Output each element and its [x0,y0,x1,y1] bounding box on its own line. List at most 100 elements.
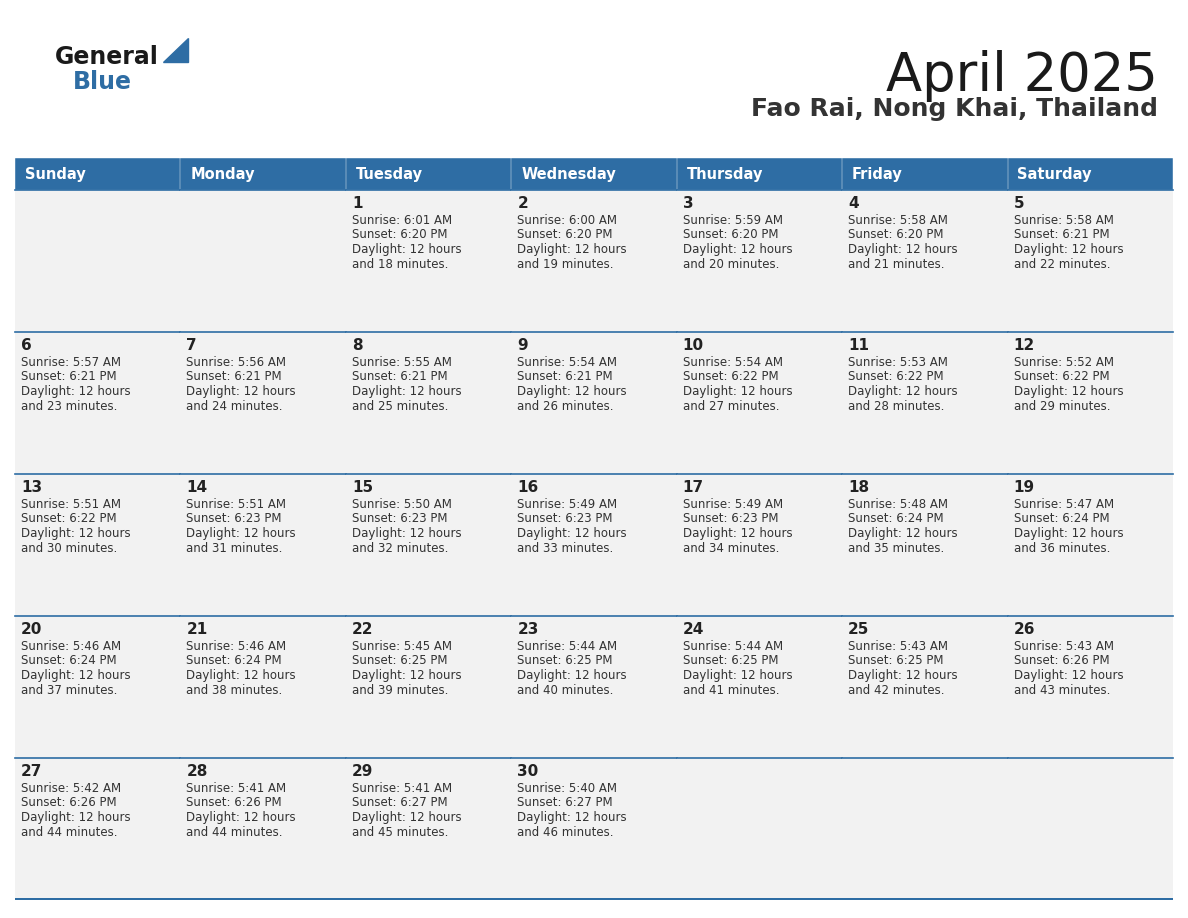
Text: Sunrise: 5:54 AM: Sunrise: 5:54 AM [683,356,783,369]
Text: 12: 12 [1013,338,1035,353]
Text: Sunrise: 5:59 AM: Sunrise: 5:59 AM [683,214,783,227]
Text: and 18 minutes.: and 18 minutes. [352,258,448,271]
Text: 27: 27 [21,764,43,779]
Text: 28: 28 [187,764,208,779]
Text: Daylight: 12 hours: Daylight: 12 hours [21,669,131,682]
Text: Sunset: 6:27 PM: Sunset: 6:27 PM [352,797,448,810]
Text: Daylight: 12 hours: Daylight: 12 hours [848,527,958,540]
Text: Sunset: 6:24 PM: Sunset: 6:24 PM [187,655,282,667]
Text: 3: 3 [683,196,694,211]
Text: Sunrise: 5:55 AM: Sunrise: 5:55 AM [352,356,451,369]
Text: Sunrise: 5:42 AM: Sunrise: 5:42 AM [21,782,121,795]
Text: 9: 9 [517,338,527,353]
Text: Sunrise: 5:46 AM: Sunrise: 5:46 AM [187,640,286,653]
Text: and 44 minutes.: and 44 minutes. [21,825,118,838]
Text: Daylight: 12 hours: Daylight: 12 hours [848,385,958,398]
Text: Sunset: 6:23 PM: Sunset: 6:23 PM [187,512,282,525]
Text: 19: 19 [1013,480,1035,495]
Text: and 25 minutes.: and 25 minutes. [352,399,448,412]
Text: and 26 minutes.: and 26 minutes. [517,399,614,412]
Text: Sunrise: 5:51 AM: Sunrise: 5:51 AM [187,498,286,511]
Text: Sunrise: 5:53 AM: Sunrise: 5:53 AM [848,356,948,369]
Text: and 24 minutes.: and 24 minutes. [187,399,283,412]
Text: Sunset: 6:26 PM: Sunset: 6:26 PM [21,797,116,810]
Text: and 23 minutes.: and 23 minutes. [21,399,118,412]
Text: Sunset: 6:25 PM: Sunset: 6:25 PM [352,655,448,667]
Text: Sunset: 6:24 PM: Sunset: 6:24 PM [848,512,943,525]
Text: Sunset: 6:23 PM: Sunset: 6:23 PM [352,512,448,525]
Text: 24: 24 [683,622,704,637]
Text: Sunrise: 6:00 AM: Sunrise: 6:00 AM [517,214,618,227]
Text: Sunrise: 5:58 AM: Sunrise: 5:58 AM [1013,214,1113,227]
Text: Blue: Blue [72,70,132,94]
Text: Sunrise: 5:52 AM: Sunrise: 5:52 AM [1013,356,1113,369]
Text: Sunset: 6:26 PM: Sunset: 6:26 PM [1013,655,1110,667]
Text: Sunrise: 5:49 AM: Sunrise: 5:49 AM [517,498,618,511]
Text: Sunrise: 6:01 AM: Sunrise: 6:01 AM [352,214,451,227]
Text: Thursday: Thursday [687,166,763,182]
Text: and 20 minutes.: and 20 minutes. [683,258,779,271]
Text: Sunrise: 5:43 AM: Sunrise: 5:43 AM [1013,640,1113,653]
Text: Sunrise: 5:44 AM: Sunrise: 5:44 AM [517,640,618,653]
Text: 21: 21 [187,622,208,637]
Text: Daylight: 12 hours: Daylight: 12 hours [352,811,461,824]
Text: Daylight: 12 hours: Daylight: 12 hours [1013,669,1123,682]
Text: Daylight: 12 hours: Daylight: 12 hours [21,527,131,540]
Text: Sunset: 6:21 PM: Sunset: 6:21 PM [1013,229,1110,241]
Text: Sunset: 6:27 PM: Sunset: 6:27 PM [517,797,613,810]
Text: and 32 minutes.: and 32 minutes. [352,542,448,554]
Text: Sunrise: 5:58 AM: Sunrise: 5:58 AM [848,214,948,227]
Text: and 45 minutes.: and 45 minutes. [352,825,448,838]
Text: 30: 30 [517,764,538,779]
Text: Sunset: 6:22 PM: Sunset: 6:22 PM [1013,371,1110,384]
Text: Sunset: 6:22 PM: Sunset: 6:22 PM [21,512,116,525]
Text: 11: 11 [848,338,870,353]
Text: Sunset: 6:20 PM: Sunset: 6:20 PM [683,229,778,241]
Text: 16: 16 [517,480,538,495]
Text: Daylight: 12 hours: Daylight: 12 hours [683,385,792,398]
Text: Sunrise: 5:48 AM: Sunrise: 5:48 AM [848,498,948,511]
Text: and 46 minutes.: and 46 minutes. [517,825,614,838]
Text: Daylight: 12 hours: Daylight: 12 hours [21,811,131,824]
Text: Sunrise: 5:43 AM: Sunrise: 5:43 AM [848,640,948,653]
Text: Monday: Monday [190,166,255,182]
Text: Sunset: 6:25 PM: Sunset: 6:25 PM [848,655,943,667]
Text: and 22 minutes.: and 22 minutes. [1013,258,1110,271]
Text: Daylight: 12 hours: Daylight: 12 hours [683,669,792,682]
Text: 26: 26 [1013,622,1035,637]
Text: and 37 minutes.: and 37 minutes. [21,684,118,697]
Text: Sunset: 6:23 PM: Sunset: 6:23 PM [517,512,613,525]
Text: 22: 22 [352,622,373,637]
Text: 17: 17 [683,480,703,495]
Text: Sunset: 6:26 PM: Sunset: 6:26 PM [187,797,282,810]
Text: Saturday: Saturday [1017,166,1092,182]
Text: Sunset: 6:20 PM: Sunset: 6:20 PM [517,229,613,241]
Text: April 2025: April 2025 [886,50,1158,102]
Text: Sunset: 6:21 PM: Sunset: 6:21 PM [187,371,282,384]
Text: Sunset: 6:22 PM: Sunset: 6:22 PM [683,371,778,384]
Text: Sunrise: 5:56 AM: Sunrise: 5:56 AM [187,356,286,369]
Text: and 29 minutes.: and 29 minutes. [1013,399,1110,412]
Text: and 40 minutes.: and 40 minutes. [517,684,614,697]
Text: and 34 minutes.: and 34 minutes. [683,542,779,554]
Text: and 35 minutes.: and 35 minutes. [848,542,944,554]
Text: Daylight: 12 hours: Daylight: 12 hours [517,527,627,540]
Text: Sunrise: 5:44 AM: Sunrise: 5:44 AM [683,640,783,653]
Text: Sunset: 6:21 PM: Sunset: 6:21 PM [21,371,116,384]
Text: Sunset: 6:23 PM: Sunset: 6:23 PM [683,512,778,525]
Text: Sunrise: 5:41 AM: Sunrise: 5:41 AM [187,782,286,795]
Text: Sunrise: 5:49 AM: Sunrise: 5:49 AM [683,498,783,511]
Text: Sunrise: 5:45 AM: Sunrise: 5:45 AM [352,640,451,653]
Text: and 36 minutes.: and 36 minutes. [1013,542,1110,554]
Text: Tuesday: Tuesday [355,166,423,182]
Text: Sunrise: 5:57 AM: Sunrise: 5:57 AM [21,356,121,369]
Polygon shape [163,38,188,62]
Text: 20: 20 [21,622,43,637]
Text: Sunset: 6:20 PM: Sunset: 6:20 PM [848,229,943,241]
Text: Daylight: 12 hours: Daylight: 12 hours [1013,243,1123,256]
Text: Sunset: 6:21 PM: Sunset: 6:21 PM [517,371,613,384]
Text: 29: 29 [352,764,373,779]
Text: Sunset: 6:22 PM: Sunset: 6:22 PM [848,371,943,384]
Text: Sunset: 6:20 PM: Sunset: 6:20 PM [352,229,448,241]
Text: and 41 minutes.: and 41 minutes. [683,684,779,697]
